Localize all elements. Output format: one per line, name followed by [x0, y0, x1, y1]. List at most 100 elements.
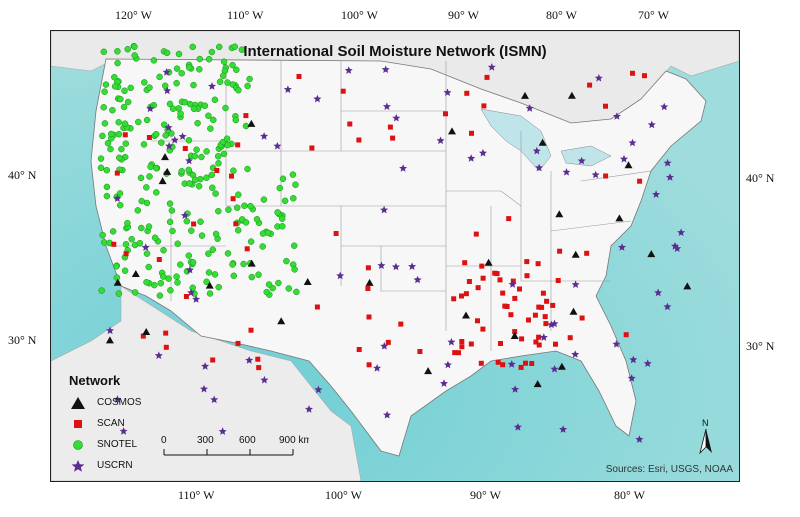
- map-frame[interactable]: International Soil Moisture Network (ISM…: [50, 30, 740, 482]
- scan-marker: [512, 295, 518, 301]
- snotel-marker: [177, 261, 184, 268]
- snotel-marker: [111, 83, 119, 90]
- scale-label: 300: [197, 435, 214, 446]
- scan-marker: [584, 250, 590, 256]
- cosmos-marker: [277, 317, 286, 325]
- scan-marker: [495, 359, 501, 365]
- uscrn-marker: [377, 261, 386, 269]
- scan-marker: [114, 170, 120, 176]
- snotel-marker: [107, 145, 114, 153]
- snotel-marker: [263, 288, 270, 296]
- uscrn-marker: [185, 156, 194, 165]
- cosmos-marker: [205, 281, 214, 289]
- north-label: N: [702, 418, 709, 428]
- uscrn-marker: [336, 271, 345, 280]
- star-icon: [71, 459, 85, 472]
- scan-marker: [233, 221, 239, 227]
- snotel-marker: [131, 52, 138, 59]
- snotel-marker: [185, 252, 193, 259]
- uscrn-marker: [635, 435, 644, 443]
- cosmos-marker: [142, 328, 151, 335]
- snotel-marker: [167, 287, 174, 294]
- uscrn-marker: [305, 405, 313, 413]
- scan-marker: [500, 290, 506, 296]
- snotel-marker: [225, 206, 232, 213]
- snotel-marker: [162, 132, 169, 139]
- uscrn-marker: [164, 123, 173, 131]
- snotel-marker: [185, 64, 193, 71]
- scan-marker: [478, 360, 484, 366]
- uscrn-marker: [154, 351, 163, 359]
- cosmos-marker: [647, 250, 656, 258]
- snotel-marker: [124, 219, 131, 227]
- uscrn-marker: [591, 170, 600, 179]
- snotel-marker: [166, 100, 174, 108]
- scan-marker: [255, 356, 261, 362]
- uscrn-marker: [539, 333, 548, 341]
- uscrn-marker: [201, 362, 210, 370]
- cosmos-marker: [571, 250, 580, 258]
- cosmos-marker: [161, 153, 169, 161]
- snotel-marker: [205, 112, 212, 120]
- snotel-marker: [150, 57, 158, 64]
- snotel-marker: [215, 283, 222, 291]
- snotel-marker: [279, 175, 287, 183]
- snotel-marker: [160, 246, 167, 254]
- uscrn-marker: [436, 136, 445, 145]
- scan-marker: [463, 291, 469, 297]
- snotel-marker: [247, 202, 254, 210]
- snotel-marker: [246, 75, 253, 83]
- scan-marker: [479, 263, 485, 269]
- snotel-marker: [234, 227, 242, 234]
- snotel-marker: [121, 120, 129, 127]
- snotel-marker: [178, 168, 185, 175]
- snotel-marker: [209, 246, 217, 253]
- snotel-marker: [173, 273, 180, 280]
- snotel-marker: [190, 105, 198, 113]
- snotel-marker: [145, 223, 153, 230]
- scan-marker: [468, 341, 474, 347]
- snotel-marker: [137, 174, 145, 182]
- snotel-marker: [131, 289, 139, 296]
- snotel-marker: [146, 84, 153, 91]
- uscrn-marker: [535, 163, 544, 172]
- scan-marker: [517, 286, 522, 292]
- snotel-marker: [147, 163, 154, 170]
- cosmos-marker: [158, 177, 167, 185]
- snotel-marker: [124, 98, 132, 106]
- top-tick-label: 110° W: [227, 8, 264, 22]
- uscrn-marker: [165, 141, 174, 150]
- snotel-marker: [168, 207, 176, 214]
- uscrn-marker: [612, 112, 621, 120]
- snotel-marker: [174, 279, 181, 286]
- scan-marker: [480, 326, 486, 332]
- snotel-marker: [127, 84, 134, 92]
- snotel-marker: [205, 55, 213, 63]
- uscrn-marker: [210, 395, 219, 404]
- uscrn-marker: [113, 194, 122, 202]
- scan-marker: [508, 312, 514, 318]
- scan-marker: [526, 317, 531, 323]
- cosmos-marker: [247, 259, 256, 267]
- snotel-marker: [242, 219, 250, 226]
- snotel-marker: [120, 103, 128, 111]
- scan-marker: [387, 124, 393, 130]
- uscrn-marker: [663, 302, 672, 311]
- snotel-marker: [161, 82, 169, 90]
- scan-marker: [140, 333, 146, 339]
- snotel-marker: [196, 55, 204, 63]
- snotel-marker: [103, 192, 111, 200]
- uscrn-marker: [666, 173, 674, 181]
- snotel-marker: [101, 88, 108, 95]
- snotel-marker: [289, 171, 297, 178]
- scan-marker: [111, 241, 117, 247]
- uscrn-marker: [559, 425, 568, 433]
- scan-marker: [459, 339, 465, 344]
- scan-marker: [243, 113, 249, 119]
- snotel-marker: [209, 184, 216, 192]
- snotel-marker: [156, 292, 164, 299]
- uscrn-marker: [532, 146, 541, 155]
- uscrn-marker: [467, 154, 476, 162]
- snotel-marker: [107, 130, 115, 138]
- map-canvas[interactable]: [51, 31, 739, 481]
